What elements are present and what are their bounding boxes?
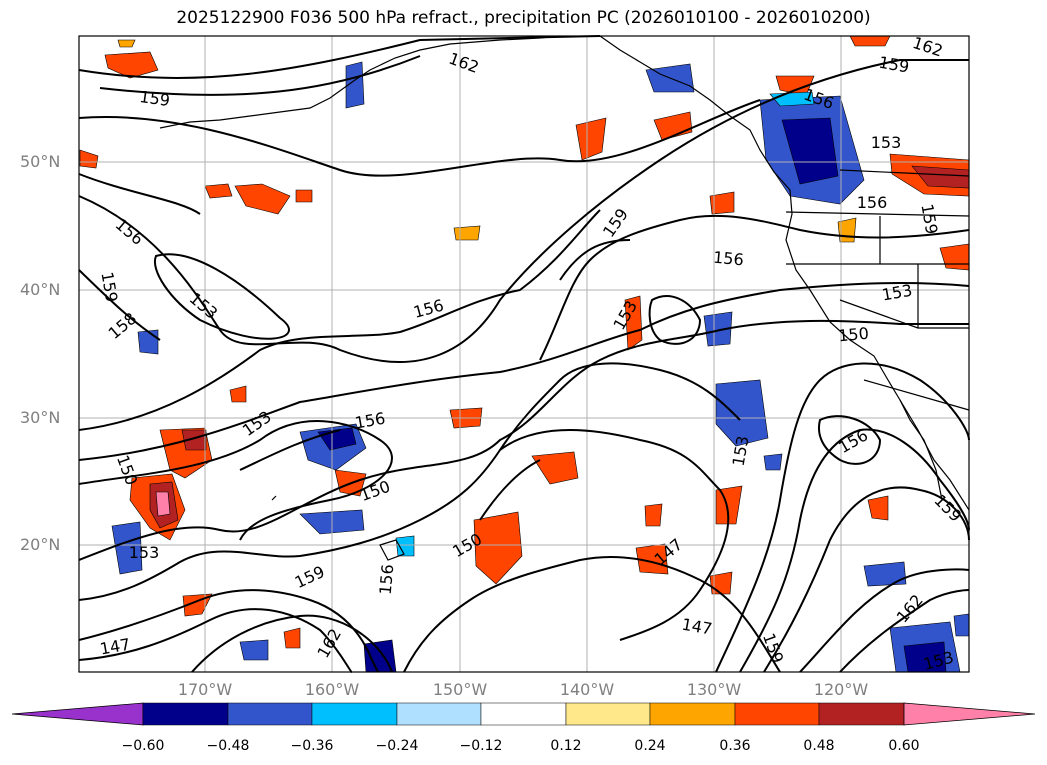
lon-label: 130°W [686,680,742,699]
colorbar-segment [311,702,398,726]
colorbar-segment [142,702,229,726]
contour-label: 156 [712,248,744,270]
colorbar-segment [565,702,651,726]
lat-label: 50°N [20,152,61,171]
colorbar-tick-label: −0.36 [290,738,334,754]
lon-label: 170°W [177,680,233,699]
colorbar-segment [480,702,567,726]
lon-label: 120°W [813,680,869,699]
lon-label: 140°W [559,680,615,699]
colorbar-tick-label: −0.60 [121,738,165,754]
colorbar-tick-label: −0.48 [206,738,250,754]
colorbar-segment [396,702,482,726]
colorbar-tick-label: 0.48 [803,738,835,754]
lon-label: 160°W [304,680,360,699]
colorbar-tick-label: −0.12 [459,738,503,754]
colorbar-segment [734,702,820,726]
map-title: 2025122900 F036 500 hPa refract., precip… [176,8,871,28]
contour-label: 156 [857,193,888,212]
contour-label: 153 [129,543,160,562]
colorbar-segment [649,702,736,726]
lat-label: 30°N [20,408,61,427]
contour-label: 159 [138,87,171,110]
colorbar-segment [818,702,905,726]
colorbar-tick-label: 0.12 [550,738,582,754]
precip-positive [79,35,970,649]
colorbar-max-arrow [903,702,1036,726]
lon-label: 150°W [432,680,488,699]
colorbar-tick-label: 0.60 [888,738,920,754]
contour-label: 156 [376,563,398,595]
lat-label: 40°N [20,280,61,299]
contour-label: 150 [837,324,869,346]
colorbar [11,702,1036,726]
graticule [79,36,969,672]
colorbar-tick-label: −0.24 [375,738,419,754]
colorbar-tick-label: 0.36 [719,738,751,754]
colorbar-min-arrow [11,702,144,726]
plot-frame [78,35,970,673]
colorbar-tick-label: 0.24 [634,738,666,754]
precip-shading [79,35,970,673]
contour-label: 153 [871,133,902,152]
colorbar-segment [227,702,313,726]
refractivity-contours [78,35,970,673]
precip-negative [111,61,970,673]
lat-label: 20°N [20,535,61,554]
